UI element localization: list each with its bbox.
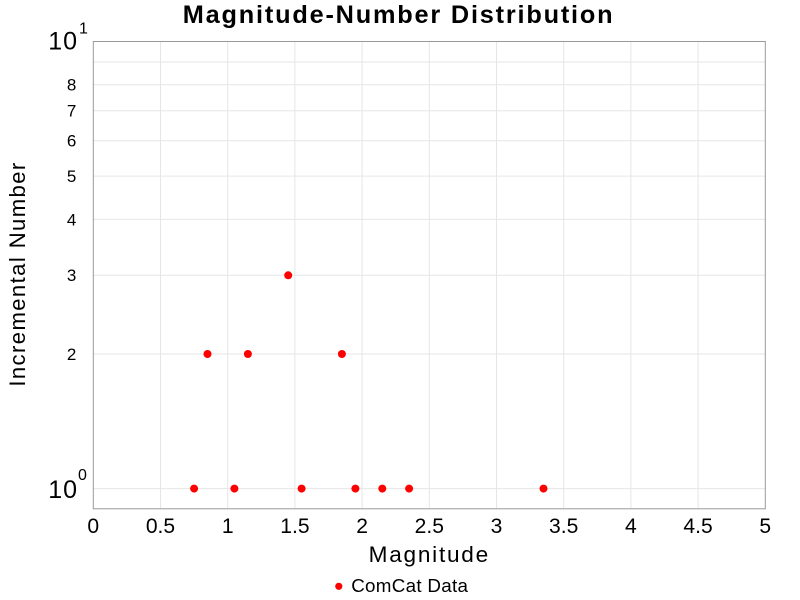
svg-text:4.5: 4.5: [683, 515, 712, 538]
svg-text:0: 0: [87, 515, 99, 538]
svg-text:8: 8: [67, 76, 76, 95]
svg-text:4: 4: [625, 515, 637, 538]
svg-text:2.5: 2.5: [415, 515, 444, 538]
svg-text:5: 5: [67, 167, 76, 186]
svg-text:3.5: 3.5: [549, 515, 578, 538]
svg-text:0.5: 0.5: [146, 515, 175, 538]
svg-text:0: 0: [78, 467, 87, 484]
svg-text:6: 6: [67, 132, 76, 151]
svg-text:Incremental Number: Incremental Number: [5, 161, 30, 386]
svg-text:7: 7: [67, 102, 76, 121]
svg-text:Magnitude: Magnitude: [369, 542, 490, 567]
svg-text:3: 3: [491, 515, 503, 538]
svg-text:2: 2: [356, 515, 368, 538]
svg-text:ComCat Data: ComCat Data: [351, 575, 468, 596]
svg-text:1: 1: [222, 515, 234, 538]
svg-text:10: 10: [48, 476, 78, 504]
svg-text:2: 2: [67, 345, 76, 364]
svg-text:4: 4: [67, 210, 76, 229]
svg-text:3: 3: [67, 266, 76, 285]
svg-text:10: 10: [48, 28, 78, 56]
svg-text:Magnitude-Number Distribution: Magnitude-Number Distribution: [183, 1, 615, 29]
svg-text:1.5: 1.5: [280, 515, 309, 538]
svg-text:5: 5: [759, 515, 771, 538]
svg-text:1: 1: [79, 21, 88, 38]
